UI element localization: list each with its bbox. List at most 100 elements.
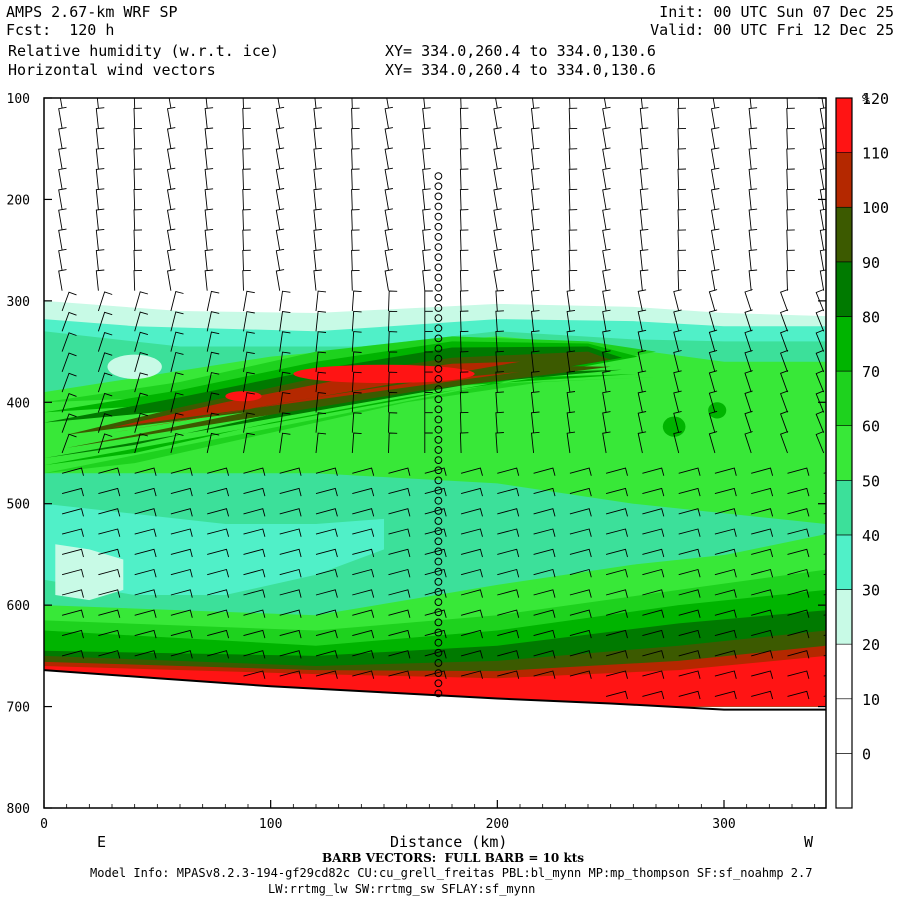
wind-barb <box>315 609 338 618</box>
wind-barb <box>531 107 540 129</box>
wind-barb <box>460 670 483 679</box>
rh-pocket-40 <box>44 503 384 595</box>
wind-barb <box>95 228 105 251</box>
wind-barb <box>275 248 285 271</box>
calm-wind-marker <box>434 263 443 272</box>
wind-barb <box>61 508 84 517</box>
wind-barb <box>639 228 649 251</box>
wind-barb <box>166 248 176 271</box>
wind-barb <box>61 487 84 497</box>
wind-barb <box>388 331 398 352</box>
wind-barb <box>819 208 826 230</box>
wind-barb <box>351 310 362 332</box>
wind-barb <box>133 209 143 230</box>
calm-wind-marker <box>434 537 443 546</box>
wind-barb <box>384 188 393 210</box>
wind-barb <box>315 568 338 578</box>
wind-barb <box>460 650 483 659</box>
wind-barb <box>780 390 789 413</box>
wind-barb <box>493 188 502 210</box>
wind-barb <box>424 548 447 558</box>
calm-wind-marker <box>434 669 443 677</box>
wind-barb <box>243 589 266 598</box>
wind-barb <box>744 309 753 332</box>
wind-barb <box>58 188 67 210</box>
wind-barb <box>279 392 291 413</box>
wind-barb <box>243 290 255 312</box>
wind-barb <box>133 188 143 210</box>
calm-wind-marker <box>434 405 443 414</box>
calm-wind-marker <box>434 395 443 404</box>
wind-barb <box>351 148 360 170</box>
wind-barb <box>58 147 67 170</box>
wind-barb <box>170 508 193 517</box>
wind-barb <box>61 393 77 413</box>
wind-barb <box>637 411 647 433</box>
wind-barb <box>677 249 687 271</box>
wind-barb <box>497 629 520 639</box>
wind-barb <box>279 371 291 393</box>
calm-wind-marker <box>434 212 443 221</box>
wind-barb <box>424 650 447 659</box>
wind-barb <box>134 629 157 639</box>
wind-barb <box>204 249 214 271</box>
wind-barb <box>787 508 810 517</box>
wind-barb <box>352 589 375 598</box>
calm-wind-marker <box>434 354 443 363</box>
wind-barb <box>748 168 758 190</box>
wind-barb <box>275 106 285 129</box>
wind-barb <box>98 629 121 639</box>
wind-barb <box>98 487 121 497</box>
wind-barb <box>673 370 682 393</box>
wind-barb <box>566 411 576 433</box>
wind-barb <box>569 670 592 679</box>
wind-barb <box>605 650 628 659</box>
wind-barb <box>424 290 433 311</box>
wind-barb <box>388 432 398 454</box>
wind-barb <box>751 650 774 659</box>
wind-barb <box>424 351 433 372</box>
wind-barb <box>170 433 184 454</box>
calm-wind-marker <box>434 679 443 688</box>
wind-barb <box>787 670 810 679</box>
wind-barb <box>602 127 611 149</box>
wind-barb <box>243 609 266 618</box>
wind-barb <box>497 650 520 659</box>
wind-barb <box>384 248 393 271</box>
wind-barb <box>95 127 105 149</box>
wind-barb <box>279 670 302 679</box>
wind-barb <box>459 391 469 413</box>
wind-barb <box>531 391 540 413</box>
wind-barb <box>493 167 502 190</box>
wind-barb <box>275 147 285 170</box>
colorbar-swatch <box>835 589 853 645</box>
wind-barb <box>166 147 176 170</box>
wind-barb <box>639 208 649 230</box>
wind-barb <box>531 188 540 210</box>
valid-time: Valid: 00 UTC Fri 12 Dec 25 <box>650 21 894 39</box>
wind-barb <box>204 208 214 230</box>
wind-barb <box>388 412 398 433</box>
wind-barb <box>819 249 826 271</box>
calm-wind-marker <box>434 283 443 292</box>
wind-barb <box>497 609 520 618</box>
wind-barb <box>352 650 375 659</box>
wind-barb <box>787 467 810 476</box>
x-axis-label: Distance (km) <box>390 833 508 851</box>
wind-barb <box>566 309 576 332</box>
wind-barb <box>531 411 540 433</box>
wind-barb <box>714 589 737 598</box>
wind-barb <box>279 528 302 537</box>
wind-barb <box>677 269 687 291</box>
calm-wind-marker <box>434 334 443 343</box>
wind-barb <box>313 147 322 170</box>
wind-barb <box>170 331 184 352</box>
wind-barb <box>677 168 687 190</box>
wind-barb <box>602 390 611 413</box>
calm-wind-marker <box>434 648 443 657</box>
wind-barb <box>780 370 789 393</box>
wind-barb <box>351 229 360 251</box>
wind-barb <box>605 670 628 679</box>
wind-barb <box>277 98 281 109</box>
wind-barb <box>422 208 431 230</box>
